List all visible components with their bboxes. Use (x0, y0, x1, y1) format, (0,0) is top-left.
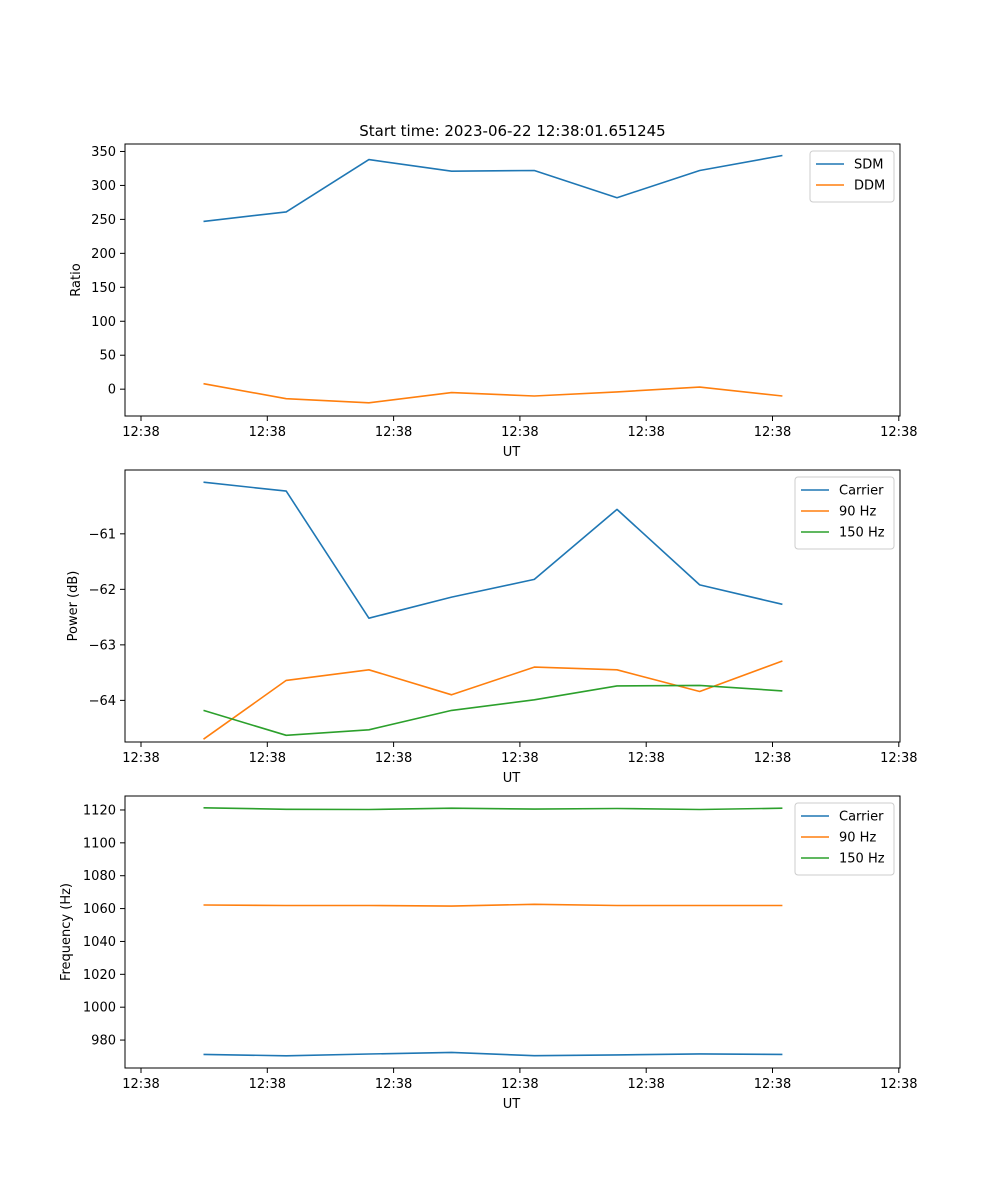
y-axis-label: Power (dB) (66, 571, 81, 642)
series-line-150-hz (203, 807, 783, 811)
x-tick-label: 12:38 (627, 751, 664, 766)
x-tick-label: 12:38 (122, 1077, 159, 1092)
y-tick-label: 0 (108, 383, 116, 398)
y-tick-label: 150 (91, 281, 116, 296)
y-tick-label: 100 (91, 315, 116, 330)
legend-label: Carrier (839, 810, 884, 825)
y-tick-label: −63 (89, 638, 116, 653)
axes-frame (124, 795, 901, 1069)
y-tick-label: −62 (89, 583, 116, 598)
x-tick-label: 12:38 (501, 1077, 538, 1092)
x-tick-label: 12:38 (501, 751, 538, 766)
x-tick-label: 12:38 (375, 1077, 412, 1092)
legend-label: SDM (854, 158, 883, 173)
x-tick-label: 12:38 (627, 1077, 664, 1092)
x-axis-label: UT (503, 445, 521, 460)
chart-panel-3: 12:3812:3812:3812:3812:3812:3812:3812:39… (59, 795, 918, 1112)
x-tick-label: 12:38 (249, 425, 286, 440)
x-axis-label: UT (503, 1097, 521, 1112)
x-tick-label: 12:38 (375, 425, 412, 440)
x-tick-label: 12:38 (880, 1077, 917, 1092)
y-tick-label: 350 (91, 145, 116, 160)
y-tick-label: 980 (91, 1034, 116, 1049)
y-axis-label: Ratio (69, 263, 84, 296)
x-tick-label: 12:38 (754, 1077, 791, 1092)
x-tick-label: 12:38 (754, 425, 791, 440)
x-tick-label: 12:38 (249, 1077, 286, 1092)
axes-frame (124, 143, 901, 417)
x-tick-label: 12:38 (249, 751, 286, 766)
legend-label: 150 Hz (839, 852, 885, 867)
x-tick-label: 12:38 (122, 751, 159, 766)
y-tick-label: 1000 (83, 1001, 116, 1016)
y-tick-label: 1040 (83, 935, 116, 950)
y-tick-label: 200 (91, 247, 116, 262)
y-axis-label: Frequency (Hz) (59, 883, 74, 981)
x-axis-label: UT (503, 771, 521, 786)
legend-label: 90 Hz (839, 505, 876, 520)
legend-box (794, 802, 895, 876)
axes-frame (124, 469, 901, 743)
y-tick-label: 300 (91, 179, 116, 194)
chart-panel-1: 12:3812:3812:3812:3812:3812:3812:3812:39… (69, 143, 918, 460)
series-line-90-hz (203, 660, 783, 740)
legend-label: Carrier (839, 484, 884, 499)
y-tick-label: 1020 (83, 968, 116, 983)
legend-label: DDM (854, 179, 885, 194)
legend-label: 90 Hz (839, 831, 876, 846)
y-tick-label: −61 (89, 527, 116, 542)
y-tick-label: 1120 (83, 803, 116, 818)
legend-box (794, 476, 895, 550)
legend: Carrier 90 Hz 150 Hz (794, 802, 895, 876)
y-tick-label: 250 (91, 213, 116, 228)
y-tick-label: 1100 (83, 836, 116, 851)
x-tick-label: 12:38 (880, 425, 917, 440)
legend-label: 150 Hz (839, 526, 885, 541)
y-tick-label: −64 (89, 694, 116, 709)
y-tick-label: 1060 (83, 902, 116, 917)
series-line-carrier (203, 481, 783, 620)
series-line-90-hz (203, 903, 783, 907)
series-line-ddm (203, 382, 783, 404)
x-tick-label: 12:38 (501, 425, 538, 440)
chart-panel-2: 12:3812:3812:3812:3812:3812:3812:3812:39… (66, 469, 918, 786)
x-tick-label: 12:38 (754, 751, 791, 766)
series-line-carrier (203, 1051, 783, 1057)
y-tick-label: 50 (99, 349, 116, 364)
legend: SDM DDM (809, 150, 895, 203)
legend: Carrier 90 Hz 150 Hz (794, 476, 895, 550)
y-tick-label: 1080 (83, 869, 116, 884)
x-tick-label: 12:38 (627, 425, 664, 440)
x-tick-label: 12:38 (122, 425, 159, 440)
figure-title: Start time: 2023-06-22 12:38:01.651245 (359, 122, 665, 140)
series-line-sdm (203, 154, 783, 223)
x-tick-label: 12:38 (375, 751, 412, 766)
chart-panels: 12:3812:3812:3812:3812:3812:3812:3812:39… (59, 143, 918, 1112)
x-tick-label: 12:38 (880, 751, 917, 766)
series-line-150-hz (203, 684, 783, 737)
